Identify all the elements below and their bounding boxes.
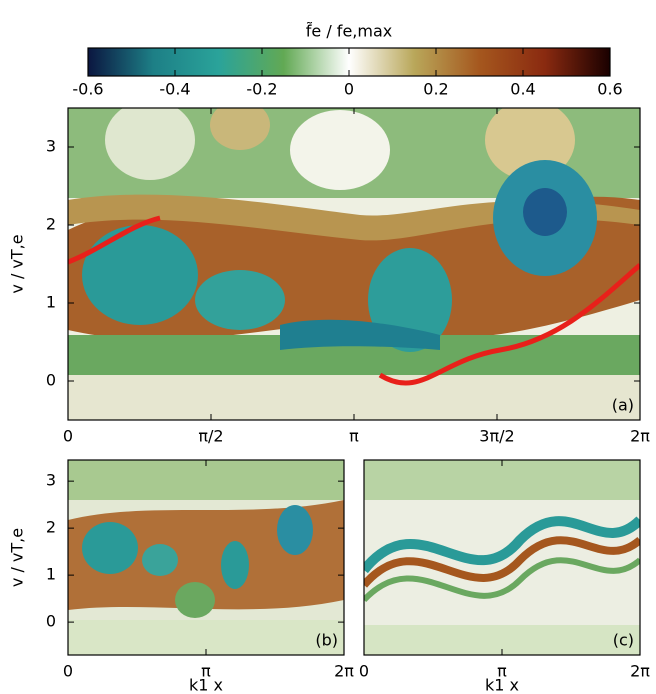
x-tick-label: 0 [359, 662, 369, 681]
colorbar-tick-label: 0 [344, 80, 354, 99]
x-tick-label: π [201, 662, 211, 681]
x-tick-label: 2π [630, 427, 650, 446]
colorbar-tick-label: 0.6 [597, 80, 622, 99]
y-tick-label: 0 [46, 371, 56, 390]
x-axis-label: k1 x [485, 676, 519, 694]
panel-label: (b) [315, 631, 338, 650]
x-tick-label: 2π [630, 662, 650, 681]
field-c [364, 460, 640, 655]
field-b [68, 460, 344, 655]
y-tick-label: 3 [46, 137, 56, 156]
y-tick-label: 2 [46, 215, 56, 234]
y-tick-label: 1 [46, 565, 56, 584]
x-tick-label: 2π [334, 662, 354, 681]
colorbar-tick-label: 0.2 [423, 80, 448, 99]
x-tick-label: 3π/2 [479, 427, 514, 446]
field-a [68, 108, 640, 420]
panel-label: (c) [613, 631, 634, 650]
colorbar-tick-label: -0.6 [72, 80, 103, 99]
colorbar-tick-label: -0.4 [159, 80, 190, 99]
x-tick-label: π [349, 427, 359, 446]
x-tick-label: 0 [63, 427, 73, 446]
colorbar-title: f̃e / fe,max [306, 22, 392, 41]
y-axis-label: v / vT,e [8, 528, 27, 587]
x-tick-label: π [497, 662, 507, 681]
colorbar-tick-label: 0.4 [510, 80, 535, 99]
colorbar-tick-label: -0.2 [246, 80, 277, 99]
y-tick-label: 2 [46, 518, 56, 537]
x-tick-label: 0 [63, 662, 73, 681]
y-tick-label: 0 [46, 612, 56, 631]
panel-label: (a) [612, 396, 634, 415]
x-axis-label: k1 x [189, 676, 223, 694]
y-tick-label: 3 [46, 471, 56, 490]
x-tick-label: π/2 [198, 427, 223, 446]
y-tick-label: 1 [46, 293, 56, 312]
y-axis-label: v / vT,e [8, 234, 27, 293]
